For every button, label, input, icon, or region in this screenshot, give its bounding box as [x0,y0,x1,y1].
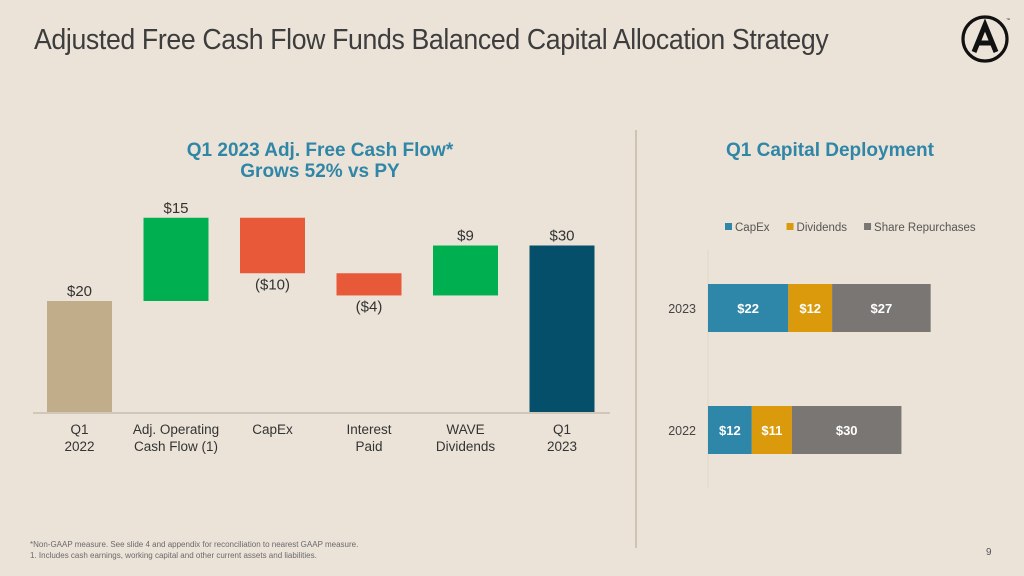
footnote-1: 1. Includes cash earnings, working capit… [30,551,317,560]
waterfall-bar [143,217,209,301]
waterfall-chart: $20 Q1 2022 $15 Adj. Operating Cash Flow (1) (… [33,200,610,454]
waterfall-category-label: CapEx [252,422,293,437]
stacked-bar-segment [708,406,752,454]
waterfall-data-label: ($10) [255,276,290,293]
legend-label: Share Repurchases [874,222,976,234]
stacked-data-label: $12 [799,301,821,316]
stacked-category-label: 2022 [668,424,696,438]
page-number: 9 [986,547,992,558]
waterfall-bar [240,217,305,274]
waterfall-category-label: Q1 [553,422,571,437]
capital-deployment-chart: CapEx Dividends Share Repurchases 2023 $22 $1… [668,222,976,488]
stacked-category-label: 2023 [668,302,696,316]
legend-swatch [725,223,732,230]
waterfall-bar [529,245,595,412]
stacked-bar-segment [788,284,833,332]
waterfall-title-line2: Grows 52% vs PY [240,161,400,182]
waterfall-data-label: ($4) [356,298,383,315]
waterfall-chart-title: Q1 2023 Adj. Free Cash Flow* Grows 52% v… [150,140,490,182]
waterfall-category-label: Cash Flow (1) [134,439,218,454]
legend-label: Dividends [797,222,848,234]
stacked-bar-segment [751,406,792,454]
waterfall-data-label: $30 [549,228,574,245]
waterfall-category-label: 2023 [547,439,577,454]
stacked-data-label: $30 [836,423,858,438]
waterfall-bar [47,301,112,412]
stacked-data-label: $12 [719,423,741,438]
stacked-data-label: $27 [871,301,893,316]
waterfall-category-label: Paid [355,439,382,454]
waterfall-category-label: Interest [346,422,391,437]
footnote-nongaap: *Non-GAAP measure. See slide 4 and appen… [30,540,359,549]
legend-swatch [864,223,872,230]
svg-text:™: ™ [1006,17,1010,22]
waterfall-category-label: Dividends [436,439,496,454]
legend-swatch [786,223,794,230]
waterfall-bar [336,273,402,296]
legend-label: CapEx [735,222,770,234]
capital-deployment-title: Q1 Capital Deployment [726,140,934,161]
footnotes: *Non-GAAP measure. See slide 4 and appen… [30,539,358,561]
slide-title: Adjusted Free Cash Flow Funds Balanced C… [34,24,829,56]
stacked-bar-segment [791,406,902,454]
waterfall-data-label: $15 [163,200,188,217]
waterfall-data-label: $9 [457,228,474,245]
stacked-data-label: $11 [761,423,782,438]
stacked-bar-segment [708,284,789,332]
waterfall-data-label: $20 [67,283,92,300]
waterfall-category-label: Q1 [70,422,88,437]
waterfall-bar [433,245,498,296]
stacked-bar-segment [832,284,931,332]
waterfall-category-label: Adj. Operating [133,422,219,437]
stacked-data-label: $22 [737,301,759,316]
circle-a-logo-icon: ™ [961,15,1010,63]
waterfall-title-line1: Q1 2023 Adj. Free Cash Flow* [186,140,454,161]
waterfall-category-label: WAVE [446,422,484,437]
section-divider [635,130,637,548]
waterfall-category-label: 2022 [64,439,94,454]
